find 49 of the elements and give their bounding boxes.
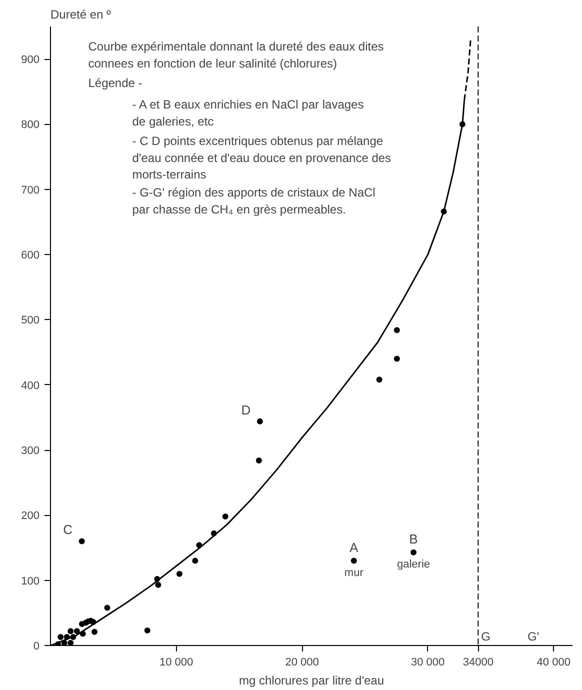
point — [144, 628, 150, 634]
y-tick-label: 100 — [21, 575, 40, 588]
point — [58, 634, 64, 640]
point — [68, 628, 74, 634]
y-tick-label: 0 — [33, 640, 40, 652]
text: Courbe expérimentale donnant la dureté des eaux dites connees en fonction de leur salinité (chlorures) — [88, 40, 384, 70]
annotation: Légende - — [88, 76, 142, 90]
point — [256, 418, 263, 424]
y-tick-label: 200 — [21, 510, 40, 522]
point — [68, 640, 74, 646]
point — [222, 513, 228, 520]
annotation: D — [241, 402, 251, 418]
point — [410, 549, 417, 556]
x-tick-label: 34000 — [462, 656, 494, 668]
x-axis-title: mg chlorures par litre d'eau — [238, 674, 384, 688]
point — [394, 327, 400, 334]
point — [92, 628, 98, 635]
annotation: - C D points excentriques obtenus par mélange d'eau connée et d'eau douce en provenance des morts-terrains — [132, 134, 392, 182]
y-tick-label: 600 — [21, 250, 40, 262]
point — [376, 376, 382, 383]
annotation: G' — [528, 630, 540, 644]
point — [104, 604, 110, 611]
annotation: - A et B eaux enrichies en NaCl par lavages de galeries, etc — [132, 98, 364, 128]
x-tick-label: 30 000 — [411, 656, 445, 668]
x-tick-label: 40 000 — [536, 656, 570, 668]
annotation: B — [409, 531, 418, 546]
y-tick-label: 700 — [21, 184, 40, 196]
ref-line-label: G — [481, 630, 491, 644]
point — [256, 457, 262, 464]
y-tick-label: 900 — [21, 54, 40, 66]
y-tick-label: 400 — [21, 380, 40, 392]
x-tick-label: 20 000 — [285, 656, 319, 668]
y-tick-label: 800 — [21, 119, 40, 132]
y-tick-label: 500 — [21, 314, 40, 327]
point — [155, 582, 162, 588]
point — [350, 558, 357, 564]
annotation: A — [350, 540, 359, 555]
annotation: C — [63, 522, 73, 538]
y-tick-label: 300 — [21, 445, 40, 458]
point — [394, 356, 400, 362]
point — [74, 628, 80, 634]
y-axis-title: Dureté en º — [50, 8, 112, 22]
annotation: mur — [344, 566, 364, 579]
annotation: - G-G' région des apports de cristaux de NaCl par chasse de CH₄ en grès permeables. — [132, 185, 376, 216]
point — [192, 558, 198, 564]
annotation: galerie — [397, 558, 430, 570]
point — [78, 538, 85, 544]
x-tick-label: 10 000 — [159, 656, 194, 668]
point — [176, 570, 182, 577]
